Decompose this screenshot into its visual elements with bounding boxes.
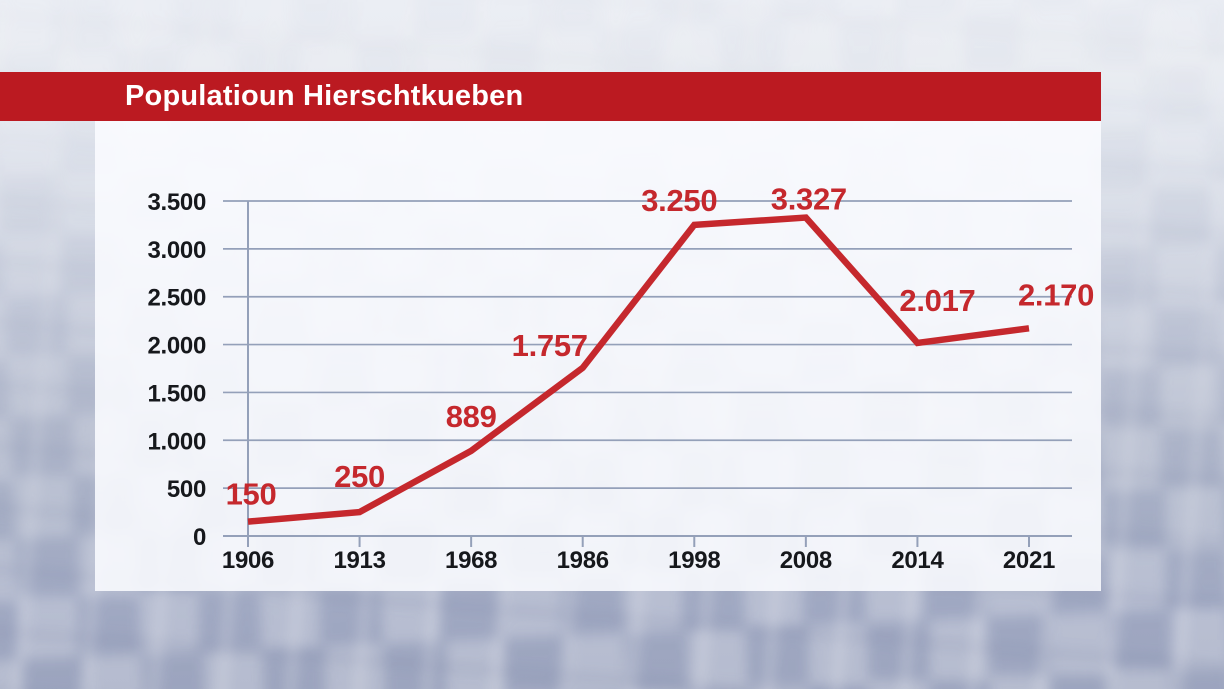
y-tick-label: 0	[193, 524, 206, 551]
data-point-label: 889	[446, 399, 497, 434]
x-tick-label: 1968	[445, 547, 497, 574]
chart-panel	[95, 121, 1101, 591]
title-banner: Populatioun Hierschtkueben	[0, 72, 1101, 121]
data-point-label: 3.250	[641, 183, 717, 218]
y-tick-label: 1.000	[147, 428, 206, 455]
x-tick-label: 1913	[333, 547, 385, 574]
y-tick-label: 2.000	[147, 333, 206, 360]
data-point-label: 2.170	[1018, 277, 1094, 312]
x-tick-label: 1986	[557, 547, 609, 574]
y-tick-label: 3.500	[147, 189, 206, 216]
data-point-label: 150	[226, 477, 277, 512]
x-tick-label: 2021	[1003, 547, 1055, 574]
x-tick-label: 2008	[780, 547, 832, 574]
data-point-label: 2.017	[899, 283, 975, 318]
chart-title: Populatioun Hierschtkueben	[125, 80, 524, 112]
x-tick-label: 1998	[668, 547, 720, 574]
data-point-label: 250	[334, 459, 385, 494]
data-point-label: 1.757	[512, 328, 588, 363]
x-tick-label: 2014	[891, 547, 944, 574]
y-tick-label: 1.500	[147, 380, 206, 407]
population-line-series	[247, 214, 1030, 525]
x-tick-label: 1906	[222, 547, 274, 574]
y-tick-label: 500	[167, 476, 206, 503]
y-tick-label: 2.500	[147, 285, 206, 312]
y-tick-label: 3.000	[147, 237, 206, 264]
data-point-label: 3.327	[771, 182, 847, 217]
